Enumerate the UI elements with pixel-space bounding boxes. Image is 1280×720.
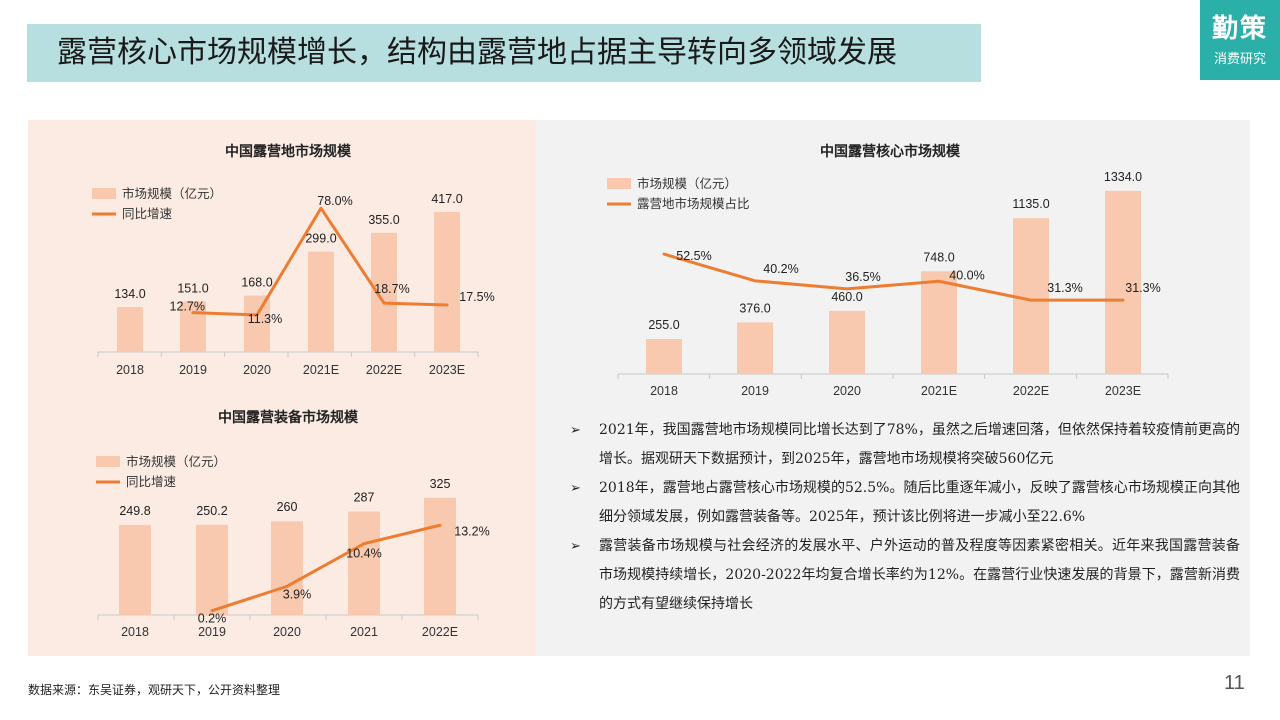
title-banner: 露营核心市场规模增长，结构由露营地占据主导转向多领域发展	[27, 24, 981, 82]
logo-main-text: 勤策	[1211, 14, 1268, 44]
insight-item: ➢ 露营装备市场规模与社会经济的发展水平、户外运动的普及程度等因素紧密相关。近年…	[568, 532, 1240, 619]
bar-value-label: 250.2	[196, 504, 227, 518]
insight-text: 露营装备市场规模与社会经济的发展水平、户外运动的普及程度等因素紧密相关。近年来我…	[599, 538, 1240, 612]
bar-value-label: 168.0	[241, 276, 272, 290]
legend-line-label: 同比增速	[122, 206, 173, 221]
bar-value-label: 287	[354, 491, 375, 505]
insight-text: 2018年，露营地占露营核心市场规模的52.5%。随后比重逐年减小，反映了露营核…	[599, 480, 1240, 525]
insight-item: ➢ 2021年，我国露营地市场规模同比增长达到了78%，虽然之后增速回落，但依然…	[568, 416, 1240, 474]
arrow-bullet-icon: ➢	[570, 481, 581, 496]
data-source-note: 数据来源：东吴证券，观研天下，公开资料整理	[28, 683, 281, 697]
legend-bar-swatch	[92, 188, 116, 199]
line-value-label: 40.2%	[763, 262, 798, 276]
x-tick-label: 2021E	[303, 363, 339, 377]
x-tick-label: 2018	[121, 625, 149, 639]
x-tick-label: 2022E	[366, 363, 402, 377]
line-value-label: 3.9%	[283, 587, 312, 601]
bar	[737, 322, 773, 374]
bar	[829, 310, 865, 374]
x-tick-label: 2022E	[422, 625, 458, 639]
bar	[424, 497, 456, 615]
bar	[921, 271, 957, 374]
bar	[646, 338, 682, 374]
page-number: 11	[1224, 672, 1245, 694]
logo-sub-text: 消费研究	[1213, 52, 1266, 67]
legend-line-label: 同比增速	[126, 474, 177, 489]
series-line	[662, 252, 1125, 302]
bar-value-label: 325	[430, 477, 451, 491]
chart-title: 中国露营地市场规模	[225, 143, 352, 159]
bar	[1105, 190, 1141, 374]
line-value-label: 31.3%	[1125, 281, 1160, 295]
line-value-label: 31.3%	[1047, 281, 1082, 295]
x-tick-label: 2023E	[1105, 384, 1141, 398]
page-title: 露营核心市场规模增长，结构由露营地占据主导转向多领域发展	[57, 35, 897, 70]
line-value-label: 36.5%	[845, 270, 880, 284]
series-line	[210, 523, 442, 613]
x-tick-label: 2019	[179, 363, 207, 377]
x-tick-label: 2018	[116, 363, 144, 377]
legend-bar-label: 市场规模（亿元）	[637, 176, 737, 191]
bar-value-label: 460.0	[831, 290, 862, 304]
legend-bar-label: 市场规模（亿元）	[122, 186, 222, 201]
line-value-label: 11.3%	[248, 312, 283, 326]
bar-value-label: 255.0	[648, 318, 679, 332]
line-value-label: 12.7%	[170, 300, 205, 314]
bar-value-label: 299.0	[305, 232, 336, 246]
x-tick-label: 2020	[273, 625, 301, 639]
x-tick-label: 2018	[650, 384, 678, 398]
line-value-label: 0.2%	[198, 612, 227, 626]
bar-value-label: 748.0	[923, 250, 954, 264]
chart-title: 中国露营装备市场规模	[218, 409, 359, 425]
line-value-label: 18.7%	[374, 282, 409, 296]
x-tick-label: 2021E	[921, 384, 957, 398]
bar	[434, 212, 460, 352]
line-value-label: 13.2%	[454, 524, 489, 538]
x-tick-label: 2023E	[429, 363, 465, 377]
bar-value-label: 260	[277, 500, 298, 514]
bar	[244, 295, 270, 352]
bar	[271, 521, 303, 615]
x-tick-label: 2019	[741, 384, 769, 398]
insight-item: ➢ 2018年，露营地占露营核心市场规模的52.5%。随后比重逐年减小，反映了露…	[568, 474, 1240, 532]
x-tick-label: 2021	[350, 625, 378, 639]
bar	[119, 524, 151, 615]
line-value-label: 52.5%	[676, 249, 711, 263]
bar-value-label: 1334.0	[1104, 170, 1142, 184]
brand-logo: 勤策 消费研究	[1200, 0, 1280, 80]
bar	[308, 251, 334, 352]
bar-value-label: 376.0	[739, 301, 770, 315]
line-value-label: 10.4%	[346, 547, 381, 561]
line-value-label: 17.5%	[459, 290, 494, 304]
x-tick-label: 2020	[833, 384, 861, 398]
bar	[117, 307, 143, 352]
bar-value-label: 355.0	[368, 213, 399, 227]
x-tick-label: 2019	[198, 625, 226, 639]
legend-line-label: 露营地市场规模占比	[637, 196, 750, 211]
bar-value-label: 417.0	[431, 192, 462, 206]
legend-bar-swatch	[96, 456, 120, 467]
x-tick-label: 2020	[243, 363, 271, 377]
x-tick-label: 2022E	[1013, 384, 1049, 398]
bar-value-label: 134.0	[114, 287, 145, 301]
bar	[196, 524, 228, 615]
insight-list: ➢ 2021年，我国露营地市场规模同比增长达到了78%，虽然之后增速回落，但依然…	[568, 416, 1240, 619]
line-value-label: 40.0%	[949, 268, 984, 282]
line-value-label: 78.0%	[317, 194, 352, 208]
insight-text: 2021年，我国露营地市场规模同比增长达到了78%，虽然之后增速回落，但依然保持…	[599, 422, 1240, 467]
arrow-bullet-icon: ➢	[570, 539, 581, 554]
bar	[348, 511, 380, 615]
bar-value-label: 249.8	[119, 504, 150, 518]
bar	[1013, 218, 1049, 374]
bar-value-label: 151.0	[177, 281, 208, 295]
bar	[180, 301, 206, 352]
arrow-bullet-icon: ➢	[570, 423, 581, 438]
legend-bar-label: 市场规模（亿元）	[126, 454, 226, 469]
chart-title: 中国露营核心市场规模	[820, 143, 961, 159]
legend-bar-swatch	[607, 178, 631, 189]
bar-value-label: 1135.0	[1012, 197, 1049, 211]
